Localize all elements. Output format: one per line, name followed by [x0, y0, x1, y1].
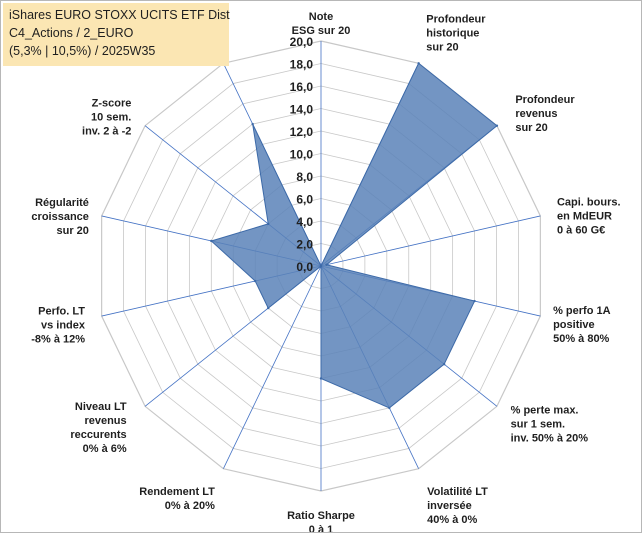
axis-label: Volatilité LT inversée 40% à 0%	[427, 486, 488, 526]
data-point	[253, 279, 257, 283]
tick-label: 18,0	[290, 58, 314, 72]
data-point	[417, 62, 420, 65]
tick-label: 12,0	[290, 125, 314, 139]
axis-label: Rendement LT 0% à 20%	[139, 486, 215, 512]
tick-label: 20,0	[290, 35, 314, 49]
axis-label: Note ESG sur 20	[292, 11, 351, 37]
fund-stats: (5,3% | 10,5%) / 2025W35	[9, 44, 156, 58]
data-point	[319, 377, 323, 380]
data-series	[210, 62, 499, 410]
data-point	[442, 362, 446, 366]
data-point	[473, 299, 476, 303]
axis-spoke	[223, 265, 322, 469]
data-point	[267, 306, 270, 310]
data-point	[267, 222, 270, 226]
radial-ticks: 0,0 2,0 4,0 6,0 8,0 10,0 12,0 14,0 16,0 18,0 20,0	[290, 35, 314, 274]
axis-label: Ratio Sharpe 0 à 1	[287, 510, 355, 532]
fund-category: C4_Actions / 2_EURO	[9, 26, 134, 40]
tick-label: 6,0	[296, 193, 313, 207]
tick-label: 4,0	[296, 215, 313, 229]
tick-label: 14,0	[290, 103, 314, 117]
data-point	[495, 124, 499, 127]
axis-label: Z-score 10 sem. inv. 2 à -2	[82, 98, 131, 138]
axis-label: Capi. bours. en MdEUR 0 à 60 G€	[557, 196, 621, 236]
fund-name: iShares EURO STOXX UCITS ETF Dist	[9, 8, 230, 22]
tick-label: 2,0	[296, 238, 313, 252]
data-point	[210, 239, 213, 243]
axis-spoke	[320, 215, 541, 267]
axis-label: Niveau LT revenus reccurents 0% à 6%	[70, 401, 127, 455]
axis-label: % perfo 1A positive 50% à 80%	[553, 305, 611, 345]
data-point	[251, 122, 254, 126]
axis-label: Profondeur historique sur 20	[426, 14, 486, 54]
axis-label: Profondeur revenus sur 20	[515, 94, 575, 134]
axis-label: % perte max. sur 1 sem. inv. 50% à 20%	[511, 404, 589, 444]
tick-label: 0,0	[296, 260, 313, 274]
tick-label: 10,0	[290, 148, 314, 162]
tick-label: 8,0	[296, 170, 313, 184]
chart-header: iShares EURO STOXX UCITS ETF Dist C4_Act…	[3, 3, 230, 66]
data-point	[319, 264, 323, 268]
tick-label: 16,0	[290, 80, 314, 94]
axis-label: Perfo. LT vs index -8% à 12%	[31, 306, 86, 346]
axis-label: Régularité croissance sur 20	[31, 197, 88, 237]
data-point	[325, 263, 328, 266]
data-point	[388, 406, 391, 410]
